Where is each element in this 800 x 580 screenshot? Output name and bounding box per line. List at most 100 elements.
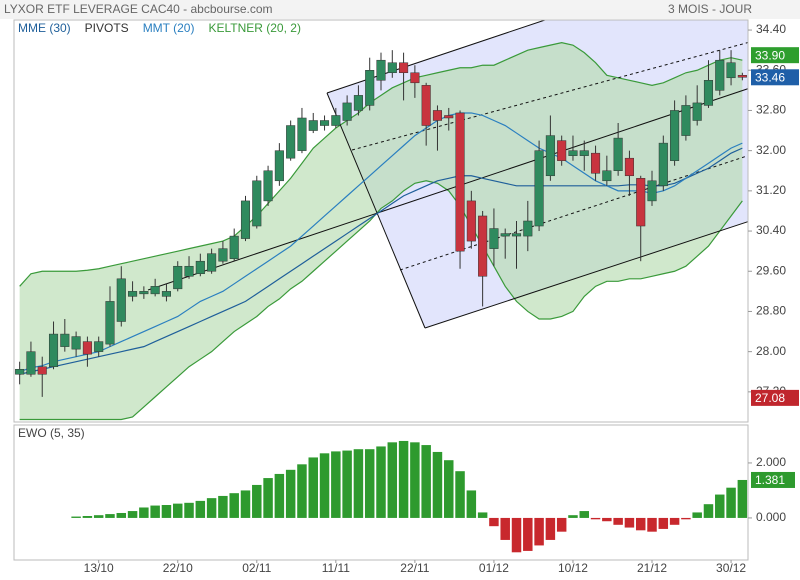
candle-body xyxy=(161,291,171,297)
candle-body xyxy=(511,233,522,237)
candle-body xyxy=(71,336,81,350)
candle-body xyxy=(410,72,420,84)
ewo-bar xyxy=(364,449,375,518)
legend-entry: PIVOTS xyxy=(85,21,129,35)
channel-top xyxy=(326,20,546,94)
ewo-bar xyxy=(647,517,657,532)
candle-body xyxy=(624,157,634,177)
ewo-bar xyxy=(206,498,217,518)
ewo-bar xyxy=(319,453,330,518)
ewo-bar xyxy=(658,517,669,529)
legend-bg xyxy=(16,21,306,37)
ewo-bar xyxy=(376,446,386,518)
candle-body xyxy=(82,341,92,355)
price-badge xyxy=(751,47,799,64)
candle-body xyxy=(207,253,217,272)
ewo-bar xyxy=(274,473,285,518)
candle-body xyxy=(591,152,601,174)
candle-body xyxy=(692,102,702,121)
candle-body xyxy=(319,120,330,126)
y-tick-label: 28.00 xyxy=(756,344,786,358)
ewo-bar xyxy=(590,517,601,520)
candle-body xyxy=(297,117,307,151)
candle-body xyxy=(432,110,443,121)
ewo-bar xyxy=(737,479,748,518)
candle-body xyxy=(545,135,555,177)
ewo-bar xyxy=(195,500,206,518)
candle-body xyxy=(399,62,409,74)
keltner-lower xyxy=(19,180,743,421)
legend-entry: MME (30) xyxy=(18,21,71,35)
ewo-bar xyxy=(613,517,623,525)
candle-body xyxy=(715,59,725,91)
ewo-bar xyxy=(229,493,239,518)
candle-body xyxy=(240,200,251,239)
candle-body xyxy=(681,105,691,136)
ewo-bar xyxy=(410,442,420,518)
ewo-bar xyxy=(71,516,81,518)
ewo-bar xyxy=(139,507,149,518)
y-tick-label: 32.00 xyxy=(756,143,786,157)
price-badge xyxy=(751,69,799,86)
candle-body xyxy=(218,248,228,262)
ewo-bar xyxy=(263,478,273,518)
ewo-bar xyxy=(635,517,646,531)
candle-body xyxy=(579,150,589,156)
candle-body xyxy=(636,178,646,227)
ewo-bar xyxy=(82,516,93,518)
price-badge-label: 33.46 xyxy=(755,70,785,84)
candle-body xyxy=(489,228,499,249)
candle-body xyxy=(263,170,273,202)
x-tick-label: 30/12 xyxy=(716,561,746,575)
candle-body xyxy=(331,115,341,126)
candle-body xyxy=(26,351,36,375)
header-title: LYXOR ETF LEVERAGE CAC40 - abcbourse.com xyxy=(4,2,273,16)
ewo-bar xyxy=(240,490,251,518)
candle-body xyxy=(184,265,194,277)
ewo-bar xyxy=(93,515,104,518)
candle-body xyxy=(365,70,375,106)
candles xyxy=(15,50,747,397)
ewo-bar xyxy=(568,515,578,518)
candle-body xyxy=(523,220,533,237)
candle-body xyxy=(726,62,736,79)
candle-body xyxy=(308,120,318,131)
x-tick-label: 22/11 xyxy=(400,561,429,575)
candle-body xyxy=(534,150,544,227)
ewo-bar xyxy=(297,464,307,518)
ewo-badge-label: 1.381 xyxy=(755,473,785,487)
ewo-bar xyxy=(285,469,296,518)
x-tick-label: 02/11 xyxy=(242,561,271,575)
ewo-bar xyxy=(398,440,409,518)
ewo-bar xyxy=(545,517,556,540)
ewo-title: EWO (5, 35) xyxy=(18,426,85,440)
candle-body xyxy=(252,180,262,227)
candle-body xyxy=(670,110,680,161)
moving-average xyxy=(19,112,743,373)
ewo-frame xyxy=(13,424,749,561)
candle-body xyxy=(421,85,431,126)
candle-body xyxy=(48,333,59,367)
ewo-bar xyxy=(489,517,499,527)
ewo-bar xyxy=(556,517,567,532)
keltner-upper xyxy=(19,41,743,287)
y-tick-label: 30.40 xyxy=(756,223,786,237)
ewo-bar xyxy=(602,517,612,522)
candle-body xyxy=(500,233,510,237)
ewo-bar xyxy=(681,517,691,520)
ewo-bar xyxy=(308,457,318,518)
ewo-bar xyxy=(669,517,680,525)
ewo-bar xyxy=(218,495,228,518)
y-tick-label: 29.60 xyxy=(756,263,786,277)
ewo-bar xyxy=(342,450,352,518)
channel-side xyxy=(326,92,426,329)
candle-body xyxy=(658,142,668,187)
x-tick-label: 11/11 xyxy=(322,561,351,575)
ewo-bar xyxy=(331,451,341,518)
moving-average xyxy=(19,147,743,375)
ewo-bar xyxy=(252,484,262,518)
ewo-bar xyxy=(444,460,454,518)
ewo-bar xyxy=(477,512,488,518)
ewo-bar xyxy=(421,445,431,518)
